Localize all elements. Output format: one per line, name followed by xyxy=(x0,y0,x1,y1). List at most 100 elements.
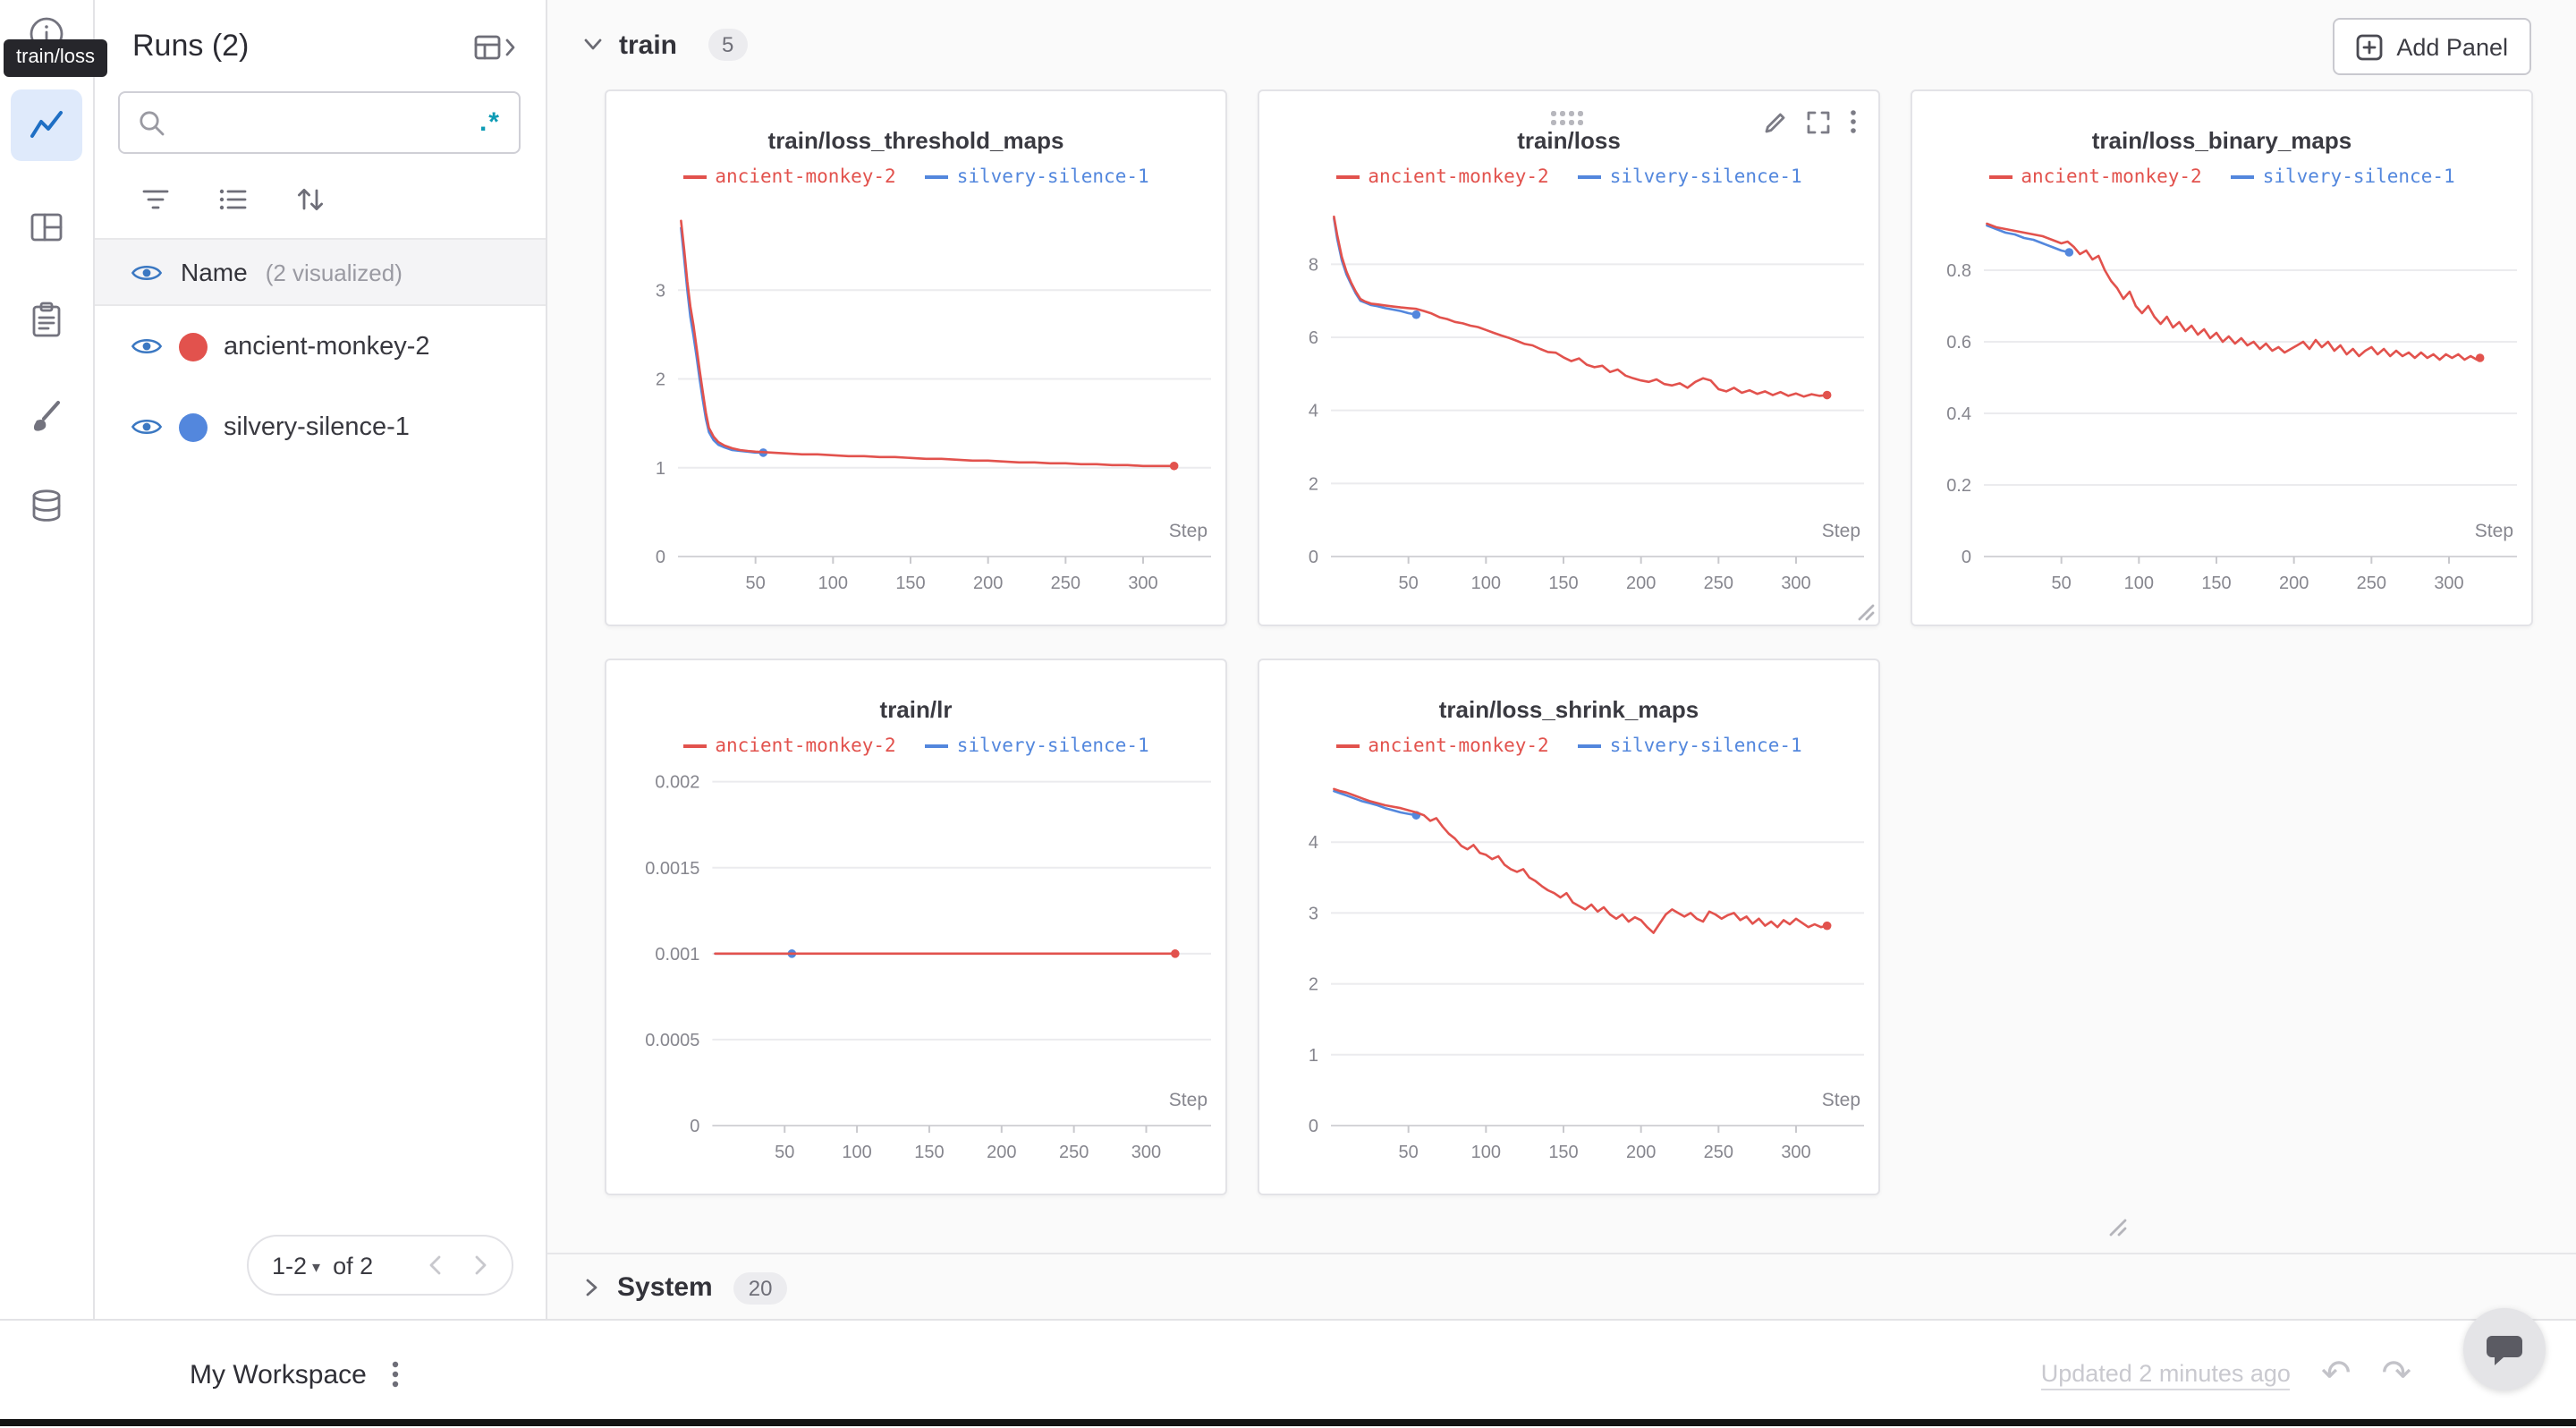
svg-text:300: 300 xyxy=(1781,1143,1810,1162)
workspace-menu-icon[interactable] xyxy=(392,1360,399,1389)
section-title: train xyxy=(619,30,678,60)
svg-text:0.001: 0.001 xyxy=(655,945,699,965)
next-page-icon[interactable] xyxy=(472,1254,488,1276)
svg-text:200: 200 xyxy=(2279,574,2309,593)
eye-icon[interactable] xyxy=(131,260,163,284)
legend-swatch-icon xyxy=(1577,175,1601,179)
section-header-system[interactable]: System 20 xyxy=(547,1253,2576,1319)
svg-text:200: 200 xyxy=(973,574,1003,593)
eye-icon[interactable] xyxy=(131,335,163,358)
panels-icon[interactable] xyxy=(27,208,66,247)
regex-toggle[interactable]: .* xyxy=(479,107,501,138)
chart-plot[interactable]: 0 1 2 3 50 100 150 200 250 300 Step xyxy=(606,191,1229,625)
run-name: silvery-silence-1 xyxy=(224,412,410,441)
svg-text:Step: Step xyxy=(1169,521,1208,541)
svg-text:50: 50 xyxy=(775,1143,794,1162)
chart-panel[interactable]: train/loss_threshold_maps ancient-monkey… xyxy=(605,89,1227,626)
section-header-train[interactable]: train 5 xyxy=(547,0,2576,89)
svg-text:2: 2 xyxy=(656,370,665,390)
filter-icon[interactable] xyxy=(141,185,170,212)
column-label: Name xyxy=(181,258,248,286)
pagination: 1-2 ▾ of 2 xyxy=(247,1235,513,1296)
legend-run-name: silvery-silence-1 xyxy=(2262,166,2455,188)
undo-icon[interactable]: ↶ xyxy=(2320,1355,2351,1394)
prev-page-icon[interactable] xyxy=(428,1254,444,1276)
chat-button[interactable] xyxy=(2463,1308,2546,1390)
section-resize-handle[interactable] xyxy=(2107,1217,2127,1237)
chart-plot[interactable]: 0 0.0005 0.001 0.0015 0.002 50 100 150 200 250 300… xyxy=(606,761,1229,1194)
svg-text:100: 100 xyxy=(842,1143,871,1162)
legend-item: ancient-monkey-2 xyxy=(682,166,896,188)
chart-panel[interactable]: train/lr ancient-monkey-2 silvery-silence… xyxy=(605,659,1227,1195)
legend-run-name: silvery-silence-1 xyxy=(1609,735,1802,757)
panel-resize-handle[interactable] xyxy=(1857,603,1875,621)
run-row[interactable]: ancient-monkey-2 xyxy=(93,306,546,387)
svg-text:0: 0 xyxy=(690,1117,699,1136)
svg-text:150: 150 xyxy=(895,574,925,593)
chart-panel[interactable]: train/loss ancient-monkey-2 silvery-silen… xyxy=(1258,89,1880,626)
workspace-selector[interactable]: My Workspace xyxy=(190,1359,367,1390)
chart-title: train/loss_binary_maps xyxy=(2091,127,2352,154)
edit-panel-icon[interactable] xyxy=(1764,110,1787,133)
legend-run-name: ancient-monkey-2 xyxy=(715,735,896,757)
panel-menu-icon[interactable] xyxy=(1850,109,1857,134)
chevron-right-icon[interactable] xyxy=(585,1278,599,1297)
redo-icon[interactable]: ↷ xyxy=(2381,1355,2411,1394)
svg-text:250: 250 xyxy=(2357,574,2386,593)
legend-swatch-icon xyxy=(682,175,707,179)
legend-run-name: ancient-monkey-2 xyxy=(1368,166,1549,188)
bottom-bar: My Workspace Updated 2 minutes ago ↶ ↷ xyxy=(0,1319,2576,1428)
svg-text:1: 1 xyxy=(1309,1046,1318,1066)
svg-text:100: 100 xyxy=(818,574,848,593)
search-input[interactable] xyxy=(181,107,479,138)
svg-text:Step: Step xyxy=(2475,521,2513,541)
last-updated-text: Updated 2 minutes ago xyxy=(2040,1359,2291,1390)
page-range-dropdown[interactable]: 1-2 xyxy=(272,1252,308,1279)
svg-text:3: 3 xyxy=(1309,904,1318,923)
eye-icon[interactable] xyxy=(131,415,163,438)
runs-table-expand-icon[interactable] xyxy=(474,33,517,60)
svg-text:0.6: 0.6 xyxy=(1946,333,1971,353)
add-panel-button[interactable]: Add Panel xyxy=(2332,18,2531,75)
run-row[interactable]: silvery-silence-1 xyxy=(93,387,546,467)
chart-legend: ancient-monkey-2 silvery-silence-1 xyxy=(1912,163,2531,191)
svg-text:0.4: 0.4 xyxy=(1946,404,1971,424)
svg-text:250: 250 xyxy=(1059,1143,1089,1162)
fullscreen-icon[interactable] xyxy=(1807,110,1830,133)
legend-item: silvery-silence-1 xyxy=(1577,735,1802,757)
run-color-dot xyxy=(179,332,208,361)
database-icon[interactable] xyxy=(27,487,66,526)
legend-item: ancient-monkey-2 xyxy=(1335,735,1549,757)
brush-icon[interactable] xyxy=(27,397,66,437)
svg-text:100: 100 xyxy=(2124,574,2154,593)
chart-plot[interactable]: 0 2 4 6 8 50 100 150 200 250 300 Step xyxy=(1259,191,1882,625)
svg-text:2: 2 xyxy=(1309,474,1318,494)
runs-panel-title: Runs (2) xyxy=(132,29,250,63)
sidebar-item-charts[interactable] xyxy=(11,89,82,161)
svg-text:0: 0 xyxy=(1309,548,1318,567)
svg-text:3: 3 xyxy=(656,281,665,301)
svg-text:1: 1 xyxy=(656,459,665,479)
chart-title: train/loss_threshold_maps xyxy=(767,127,1064,154)
svg-text:0.002: 0.002 xyxy=(655,773,699,793)
legend-item: ancient-monkey-2 xyxy=(1988,166,2202,188)
panels-grid: train/loss_threshold_maps ancient-monkey… xyxy=(605,89,2533,1195)
caret-down-icon[interactable]: ▾ xyxy=(312,1257,321,1275)
legend-run-name: ancient-monkey-2 xyxy=(1368,735,1549,757)
svg-text:0: 0 xyxy=(1309,1117,1318,1136)
legend-item: silvery-silence-1 xyxy=(924,166,1149,188)
chart-legend: ancient-monkey-2 silvery-silence-1 xyxy=(606,732,1225,761)
chart-panel[interactable]: train/loss_binary_maps ancient-monkey-2 s… xyxy=(1911,89,2533,626)
chart-panel[interactable]: train/loss_shrink_maps ancient-monkey-2 s… xyxy=(1258,659,1880,1195)
svg-text:300: 300 xyxy=(1131,1143,1161,1162)
sort-icon[interactable] xyxy=(295,185,326,212)
chart-plot[interactable]: 0 1 2 3 4 50 100 150 200 250 300 Step xyxy=(1259,761,1882,1194)
drag-handle-icon[interactable] xyxy=(1551,111,1587,129)
svg-text:0: 0 xyxy=(656,548,665,567)
logs-icon[interactable] xyxy=(27,301,66,340)
panel-count-badge: 5 xyxy=(708,29,749,61)
list-icon[interactable] xyxy=(218,185,247,212)
chart-plot[interactable]: 0 0.2 0.4 0.6 0.8 50 100 150 200 250 300 Step xyxy=(1912,191,2535,625)
svg-text:0.8: 0.8 xyxy=(1946,261,1971,281)
chevron-down-icon[interactable] xyxy=(583,38,603,52)
